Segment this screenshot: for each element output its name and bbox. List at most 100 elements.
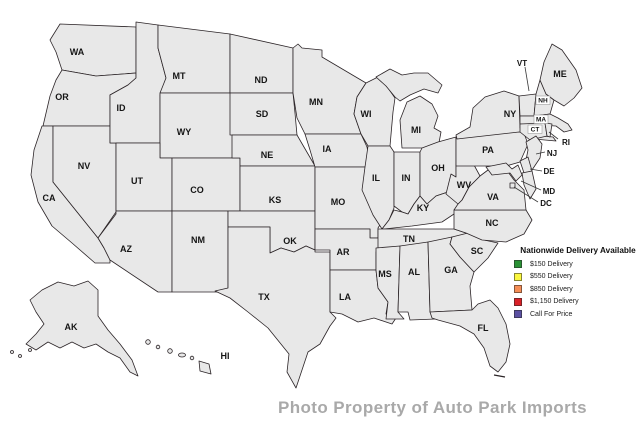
state-label-nm: NM bbox=[191, 235, 205, 245]
hi-island bbox=[145, 339, 151, 345]
state-nc bbox=[453, 209, 533, 243]
state-label-ct: CT bbox=[531, 127, 540, 134]
state-label-md: MD bbox=[543, 187, 556, 196]
state-label-ms: MS bbox=[378, 269, 392, 279]
hi-island bbox=[155, 344, 161, 350]
legend-item: Call For Price bbox=[514, 310, 640, 318]
state-ri bbox=[544, 122, 553, 138]
state-label-sd: SD bbox=[256, 109, 269, 119]
state-label-wv: WV bbox=[457, 180, 472, 190]
leader-line-ri bbox=[548, 131, 559, 140]
state-label-ma: MA bbox=[536, 117, 546, 124]
state-label-me: ME bbox=[553, 69, 567, 79]
state-label-ca: CA bbox=[43, 193, 56, 203]
state-label-mn: MN bbox=[309, 97, 323, 107]
state-label-wy: WY bbox=[177, 127, 192, 137]
state-label-de: DE bbox=[543, 167, 555, 176]
state-label-nc: NC bbox=[486, 218, 499, 228]
state-mt bbox=[157, 24, 231, 94]
state-label-ut: UT bbox=[131, 176, 143, 186]
state-label-pa: PA bbox=[482, 145, 494, 155]
label-box-ct bbox=[527, 124, 543, 134]
state-label-id: ID bbox=[117, 103, 127, 113]
state-label-sc: SC bbox=[471, 246, 484, 256]
state-wa bbox=[49, 23, 137, 77]
state-label-hi: HI bbox=[221, 351, 230, 361]
state-ak bbox=[25, 280, 139, 377]
leader-line-dc bbox=[513, 186, 539, 203]
state-co bbox=[171, 157, 241, 212]
state-label-tx: TX bbox=[258, 292, 270, 302]
florida-keys bbox=[493, 374, 506, 378]
state-label-il: IL bbox=[372, 173, 381, 183]
state-label-la: LA bbox=[339, 292, 351, 302]
delivery-legend: Nationwide Delivery Available $150 Deliv… bbox=[514, 246, 640, 323]
legend-item-label: $150 Delivery bbox=[530, 260, 573, 268]
state-label-ks: KS bbox=[269, 195, 282, 205]
leader-line-de bbox=[529, 168, 543, 172]
state-label-va: VA bbox=[487, 192, 499, 202]
state-label-wa: WA bbox=[70, 47, 85, 57]
state-label-oh: OH bbox=[431, 163, 445, 173]
state-label-co: CO bbox=[190, 185, 204, 195]
state-mi-lp bbox=[399, 95, 442, 149]
state-label-fl: FL bbox=[478, 323, 489, 333]
state-label-nj: NJ bbox=[547, 149, 557, 158]
state-label-ne: NE bbox=[261, 150, 274, 160]
ak-aleutian-island bbox=[18, 354, 22, 358]
legend-item-label: $1,150 Delivery bbox=[530, 298, 579, 305]
state-mi-up bbox=[375, 68, 443, 102]
hi-island bbox=[189, 355, 195, 361]
state-vt bbox=[518, 93, 537, 117]
state-label-al: AL bbox=[408, 267, 420, 277]
state-nj bbox=[525, 135, 543, 171]
state-label-ar: AR bbox=[337, 247, 350, 257]
legend-swatch-purple bbox=[514, 310, 522, 318]
hi-island bbox=[178, 352, 186, 358]
legend-item: $550 Delivery bbox=[514, 272, 640, 281]
leader-line-nj bbox=[535, 151, 546, 155]
state-label-nh: NH bbox=[538, 98, 548, 105]
legend-title: Nationwide Delivery Available bbox=[520, 246, 636, 255]
ak-aleutian-island bbox=[28, 348, 32, 352]
state-wy bbox=[159, 92, 236, 159]
legend-swatch-orange bbox=[514, 285, 522, 293]
legend-item: $850 Delivery bbox=[514, 285, 640, 293]
state-label-ok: OK bbox=[283, 236, 297, 246]
state-mn bbox=[292, 43, 367, 135]
legend-swatch-yellow bbox=[514, 272, 522, 281]
hi-big-island bbox=[198, 360, 212, 375]
state-label-mo: MO bbox=[331, 197, 346, 207]
legend-item: $150 Delivery bbox=[514, 260, 640, 268]
state-label-tn: TN bbox=[403, 234, 415, 244]
state-label-mt: MT bbox=[173, 71, 186, 81]
state-ia bbox=[304, 133, 372, 168]
state-label-ny: NY bbox=[504, 109, 517, 119]
state-label-or: OR bbox=[55, 92, 69, 102]
state-az bbox=[97, 210, 173, 293]
legend-item-label: Call For Price bbox=[530, 310, 573, 318]
label-box-nh bbox=[535, 95, 551, 105]
leader-line-vt bbox=[524, 66, 530, 92]
state-label-ia: IA bbox=[323, 144, 333, 154]
state-label-az: AZ bbox=[120, 244, 132, 254]
state-me bbox=[539, 43, 583, 107]
state-label-ga: GA bbox=[444, 265, 458, 275]
state-ky bbox=[381, 191, 461, 230]
state-label-mi: MI bbox=[411, 125, 421, 135]
state-label-ak: AK bbox=[65, 322, 78, 332]
legend-item-label: $550 Delivery bbox=[530, 273, 573, 280]
state-fl bbox=[429, 299, 511, 373]
leader-line-md bbox=[520, 180, 542, 191]
legend-swatch-red bbox=[514, 297, 522, 306]
state-nm bbox=[171, 210, 229, 293]
state-label-nv: NV bbox=[78, 161, 91, 171]
state-label-nd: ND bbox=[255, 75, 268, 85]
legend-swatch-green bbox=[514, 260, 522, 268]
state-label-ky: KY bbox=[417, 203, 430, 213]
hi-island bbox=[167, 348, 173, 354]
state-label-ri: RI bbox=[562, 138, 570, 147]
state-label-vt: VT bbox=[517, 59, 527, 68]
